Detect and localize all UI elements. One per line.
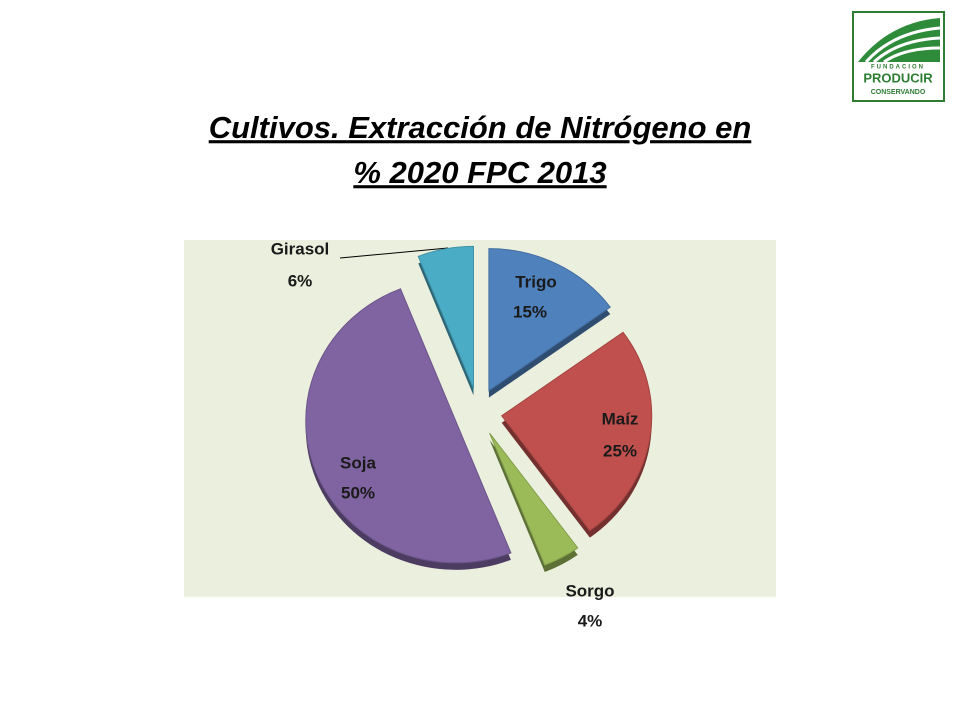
logo: FUNDACION PRODUCIR CONSERVANDO xyxy=(852,11,945,102)
slice-label: Soja xyxy=(340,453,376,472)
slice xyxy=(500,331,653,532)
slice xyxy=(488,248,611,392)
slice-value-label: 25% xyxy=(603,441,637,460)
slice xyxy=(305,288,512,564)
slice xyxy=(417,245,475,389)
slice-value-label: 50% xyxy=(341,483,375,502)
logo-stripes xyxy=(864,26,941,64)
leader-line xyxy=(339,247,449,259)
slice-value-label: 15% xyxy=(513,302,547,321)
slice-label: Maíz xyxy=(602,409,639,428)
slice-label: Trigo xyxy=(515,272,557,291)
slice-value-label: 6% xyxy=(288,271,313,290)
slice-value-label: 4% xyxy=(578,611,603,630)
chart-title: % 2020 FPC 2013 xyxy=(353,155,606,190)
slice xyxy=(489,432,579,566)
chart-title: Cultivos. Extracción de Nitrógeno en xyxy=(209,110,752,145)
logo-text: FUNDACION xyxy=(871,65,925,71)
slice-label: Girasol xyxy=(271,239,330,258)
slice-label: Sorgo xyxy=(565,581,614,600)
logo-text: CONSERVANDO xyxy=(871,89,926,96)
logo-text: PRODUCIR xyxy=(863,70,933,85)
